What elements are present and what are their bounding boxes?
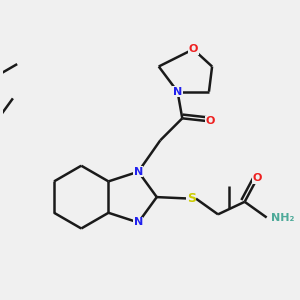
Text: O: O [206, 116, 215, 127]
Text: O: O [253, 173, 262, 183]
Text: NH₂: NH₂ [272, 212, 295, 223]
Text: O: O [189, 44, 198, 54]
Text: N: N [173, 87, 182, 97]
Text: S: S [187, 192, 196, 205]
Text: N: N [134, 167, 143, 177]
Text: N: N [134, 218, 143, 227]
